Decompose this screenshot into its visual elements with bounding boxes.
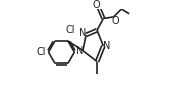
Text: O: O bbox=[93, 0, 100, 10]
Text: N: N bbox=[103, 41, 111, 51]
Text: O: O bbox=[112, 16, 119, 26]
Text: Cl: Cl bbox=[65, 25, 75, 35]
Text: Cl: Cl bbox=[37, 47, 46, 57]
Text: N: N bbox=[76, 46, 83, 56]
Text: N: N bbox=[79, 28, 86, 38]
